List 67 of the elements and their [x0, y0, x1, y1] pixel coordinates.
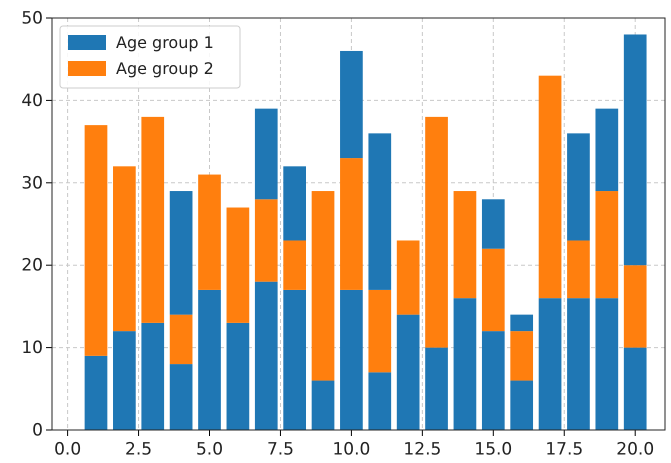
bar [340, 50, 363, 158]
legend-label: Age group 1 [116, 33, 214, 52]
bar [567, 298, 590, 430]
bar [283, 240, 306, 290]
bar [283, 290, 306, 430]
bar [141, 116, 164, 323]
bar [482, 199, 505, 249]
legend-label: Age group 2 [116, 59, 214, 78]
bar [312, 191, 334, 381]
bar [482, 248, 505, 332]
y-tick-label: 0 [32, 420, 43, 440]
x-tick-label: 7.5 [266, 439, 294, 460]
bar [624, 348, 647, 430]
bar [254, 199, 278, 282]
x-tick-label: 20.0 [616, 439, 654, 460]
bar [170, 314, 192, 364]
bar [368, 372, 392, 430]
bar [595, 298, 618, 430]
bar [198, 290, 221, 430]
bar [396, 314, 420, 430]
y-tick-label: 20 [21, 256, 43, 276]
y-tick-label: 10 [21, 338, 43, 358]
bar [283, 166, 306, 240]
bar [254, 282, 278, 430]
y-tick-label: 40 [21, 90, 43, 111]
bar [113, 166, 136, 332]
bar [510, 380, 534, 430]
bar [84, 125, 108, 356]
y-tick-label: 50 [21, 8, 43, 28]
bar [538, 76, 562, 298]
bar [454, 298, 476, 430]
bar [510, 331, 534, 381]
x-tick-label: 0.0 [54, 439, 82, 460]
x-tick-label: 10.0 [332, 439, 370, 460]
x-tick-label: 15.0 [474, 439, 512, 460]
bar [312, 380, 334, 430]
bar [454, 191, 476, 298]
bar [170, 364, 192, 430]
bar [510, 314, 534, 332]
bar [84, 356, 108, 430]
bar [340, 158, 363, 290]
bar [141, 322, 164, 430]
bar [368, 290, 392, 372]
bar [624, 265, 647, 348]
x-tick-label: 12.5 [403, 439, 442, 460]
bar [226, 322, 250, 430]
bar [425, 116, 448, 348]
bar [567, 133, 590, 240]
bar [368, 133, 392, 290]
x-tick-label: 5.0 [196, 439, 224, 460]
bar [396, 240, 420, 315]
bar [624, 34, 647, 266]
bar [340, 290, 363, 430]
bar [425, 348, 448, 430]
bar [113, 331, 136, 430]
y-tick-label: 30 [21, 173, 43, 194]
x-tick-label: 2.5 [125, 439, 152, 460]
bar [198, 174, 221, 290]
bar [567, 240, 590, 298]
bar [595, 191, 618, 298]
bar [226, 208, 250, 323]
bar [482, 331, 505, 430]
bar [254, 108, 278, 200]
bar [538, 298, 562, 430]
x-tick-label: 17.5 [545, 439, 584, 460]
bar [595, 108, 618, 192]
bar [170, 191, 192, 315]
